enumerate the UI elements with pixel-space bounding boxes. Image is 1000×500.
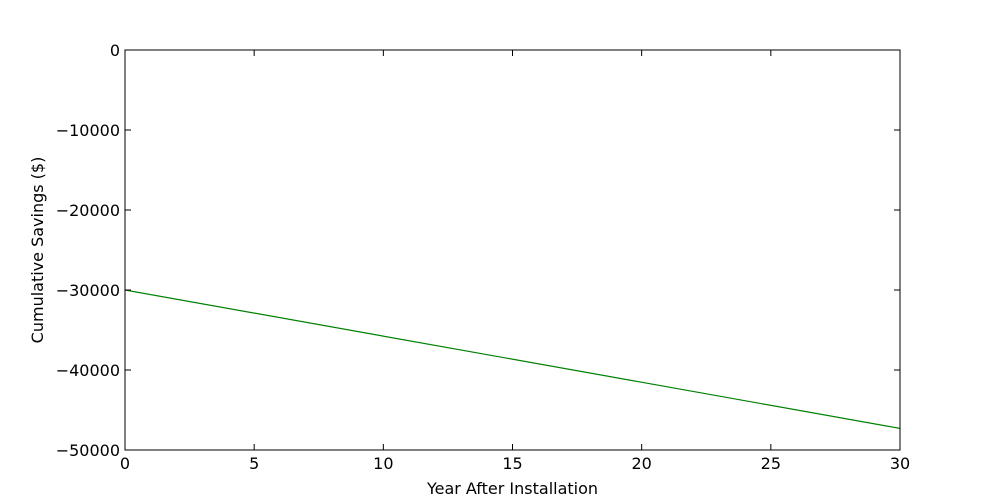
plot-frame	[124, 49, 901, 451]
x-tick-label: 0	[120, 454, 130, 473]
y-tick-label: −10000	[56, 121, 120, 140]
x-tick-label: 30	[890, 454, 910, 473]
x-tick-label: 5	[249, 454, 259, 473]
y-tick-label: −50000	[56, 441, 120, 460]
y-tick-label: −20000	[56, 201, 120, 220]
x-tick-label: 25	[761, 454, 781, 473]
x-tick-label: 10	[373, 454, 393, 473]
x-tick-label: 15	[502, 454, 522, 473]
y-axis-title: Cumulative Savings ($)	[28, 157, 47, 344]
x-axis-title: Year After Installation	[426, 479, 598, 498]
cumulative-savings-line	[124, 289, 901, 429]
ticks-layer: 0 5 10 15 20 25 30 0 −10000 −20000 −30000 −40000 −50…	[56, 41, 910, 473]
y-tick-label: 0	[110, 41, 120, 60]
series-layer	[124, 289, 901, 429]
x-tick-label: 20	[631, 454, 651, 473]
y-tick-label: −30000	[56, 281, 120, 300]
y-tick-label: −40000	[56, 361, 120, 380]
